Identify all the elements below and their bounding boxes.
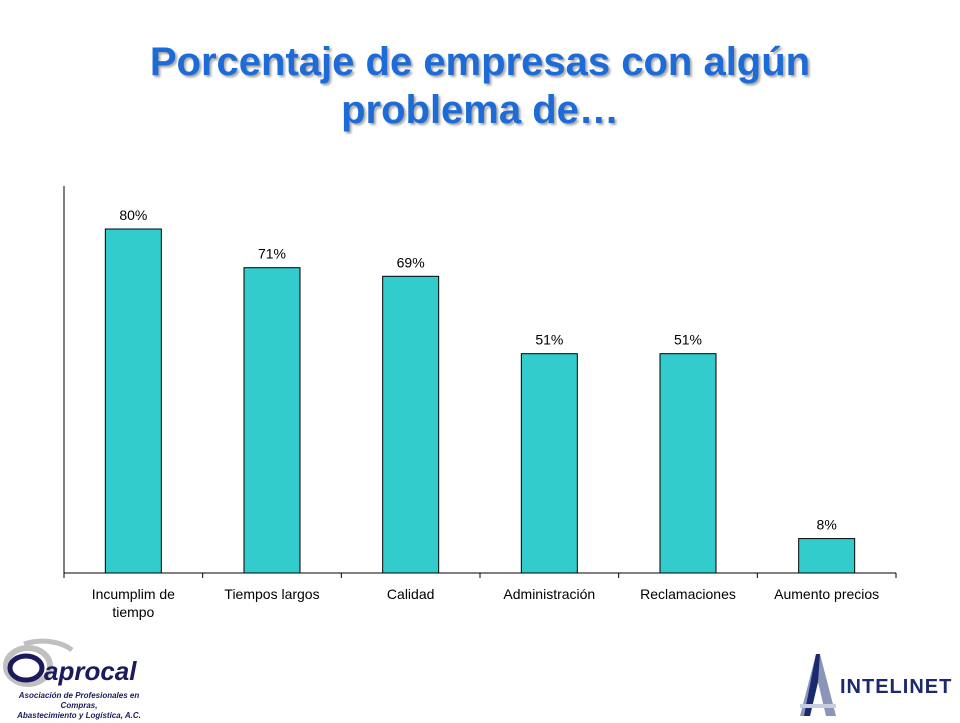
aprocal-caption-line-2: Abastecimiento y Logística, A.C. bbox=[17, 711, 141, 720]
chart-labels: 80% Incumplim de tiempo 71% Tiempos largos 69… bbox=[92, 207, 879, 620]
aprocal-caption: Asociación de Profesionales en Compras, … bbox=[4, 691, 154, 721]
aprocal-emblem-icon: aprocal bbox=[3, 638, 137, 687]
bar-value-label: 51% bbox=[674, 332, 702, 348]
x-tick-label: Incumplim de bbox=[92, 586, 175, 602]
x-tick-label: Tiempos largos bbox=[224, 586, 319, 602]
slide-title: Porcentaje de empresas con algún problem… bbox=[0, 38, 960, 134]
bar-value-label: 69% bbox=[397, 254, 425, 270]
slide-title-line-1: Porcentaje de empresas con algún bbox=[149, 40, 811, 84]
bar bbox=[798, 538, 856, 574]
intelinet-wordmark: INTELINET bbox=[840, 676, 953, 698]
slide-title-line-2: problema de… bbox=[341, 88, 619, 132]
bar-value-label: 8% bbox=[817, 517, 837, 533]
bar bbox=[659, 353, 717, 574]
x-tick-label: Administración bbox=[503, 586, 595, 602]
intelinet-logo: INTELINET bbox=[796, 652, 956, 718]
aprocal-caption-line-1: Asociación de Profesionales en Compras, bbox=[18, 691, 140, 710]
chart-axes bbox=[63, 186, 897, 578]
intelinet-emblem-icon bbox=[800, 654, 836, 716]
x-tick-label: Reclamaciones bbox=[640, 586, 736, 602]
x-tick-label: tiempo bbox=[112, 604, 154, 620]
chart-bars bbox=[104, 228, 856, 574]
aprocal-logo: aprocal Asociación de Profesionales en C… bbox=[2, 636, 154, 721]
aprocal-wordmark: aprocal bbox=[44, 656, 137, 686]
bar bbox=[243, 267, 301, 574]
bar-value-label: 71% bbox=[258, 246, 286, 262]
bar-value-label: 80% bbox=[119, 207, 147, 223]
bar bbox=[104, 228, 162, 574]
x-tick-label: Calidad bbox=[387, 586, 434, 602]
x-tick-label: Aumento precios bbox=[774, 586, 879, 602]
bar-value-label: 51% bbox=[535, 332, 563, 348]
bar bbox=[382, 275, 440, 574]
bar bbox=[520, 353, 578, 574]
